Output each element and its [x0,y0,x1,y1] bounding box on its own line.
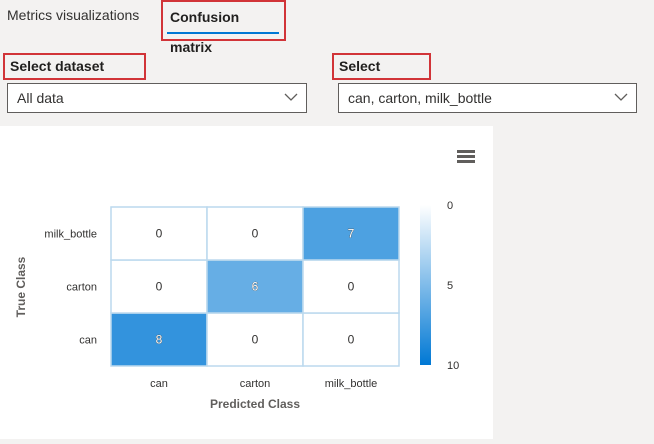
classes-dropdown-value: can, carton, milk_bottle [348,90,492,106]
tab-label: Metrics visualizations [7,7,140,23]
chevron-down-icon [614,93,628,101]
y-tick-label: carton [66,282,97,294]
heatmap-cell-value: 7 [348,227,355,241]
y-axis-title: True Class [14,256,28,317]
chevron-down-icon [284,93,298,101]
chart-menu-icon[interactable] [457,150,475,164]
tab-selected-indicator [167,32,279,34]
heatmap-cell-value: 8 [156,333,163,347]
y-tick-label: can [79,335,97,347]
colorbar [420,205,431,365]
x-tick-label: milk_bottle [325,378,378,390]
heatmap-cell [302,312,400,367]
heatmap-cell [110,312,208,367]
heatmap-cell [206,206,304,261]
heatmap-cell-value: 6 [252,280,259,294]
tab-metrics-visualizations[interactable]: Metrics visualizations [7,0,153,42]
heatmap-cell-value: 0 [348,333,355,347]
confusion-matrix-chart: 8 0 0 0 6 0 0 0 7 can carton milk_bottle can carton… [14,200,459,411]
y-tick-label: milk_bottle [44,229,97,241]
heatmap-cell-value: 0 [348,280,355,294]
heatmap-cell [302,206,400,261]
cohort-label: Select dataset cohort [3,53,146,97]
cohort-dropdown-value: All data [17,90,64,106]
heatmap-cell-value: 0 [252,333,259,347]
colorbar-tick-label: 10 [447,360,459,372]
tab-label: Confusion matrix [170,9,240,55]
chart-panel: 8 0 0 0 6 0 0 0 7 can carton milk_bottle can carton… [0,126,493,439]
x-tick-label: can [150,378,168,390]
colorbar-tick-label: 5 [447,280,453,292]
classes-label: Select classes [332,53,431,97]
x-tick-label: carton [240,378,271,390]
tab-confusion-matrix[interactable]: Confusion matrix [161,0,286,55]
heatmap-cell [110,206,208,261]
classes-dropdown[interactable]: can, carton, milk_bottle [338,83,637,113]
heatmap-cell-value: 0 [156,227,163,241]
heatmap-cell-value: 0 [156,280,163,294]
cohort-dropdown[interactable]: All data [7,83,307,113]
heatmap-cell-value: 0 [252,227,259,241]
colorbar-tick-label: 0 [447,200,453,212]
x-axis-title: Predicted Class [210,397,300,411]
